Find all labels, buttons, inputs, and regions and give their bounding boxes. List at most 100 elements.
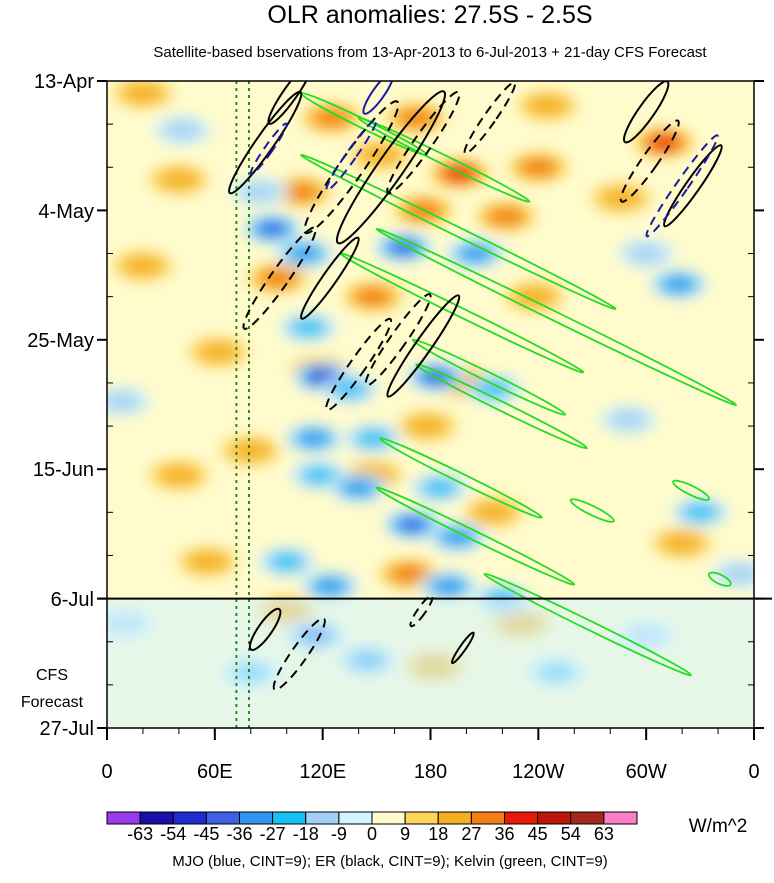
- colorbar-label: -36: [226, 824, 252, 844]
- anomaly-blob: [270, 552, 304, 571]
- x-axis: 0 60E 120E 180 120W 60W 0: [101, 761, 759, 783]
- anomaly-blob: [314, 109, 349, 127]
- er-contour: [300, 236, 360, 320]
- anomaly-blob: [197, 341, 240, 363]
- x-tick-label: 180: [414, 761, 447, 783]
- anomaly-blob: [158, 464, 200, 487]
- anomaly-blob: [461, 245, 490, 262]
- anomaly-blob: [259, 221, 286, 237]
- er-contour: [303, 100, 400, 235]
- colorbar-swatch: [570, 811, 605, 825]
- er-contour: [335, 90, 447, 245]
- colorbar-swatch: [338, 811, 373, 825]
- anomaly-blob: [422, 478, 457, 497]
- anomaly-blob: [299, 430, 329, 447]
- anomaly-blob: [472, 501, 515, 524]
- anomaly-blob: [390, 240, 417, 255]
- colorbar-label: -27: [260, 824, 286, 844]
- colorbar: -63 -54 -45 -36 -27 -18 -9 0 9 18 27 36 45 54 63: [106, 811, 638, 844]
- colorbar-swatch: [603, 811, 638, 825]
- anomaly-blob: [434, 578, 463, 595]
- anomaly-blob: [158, 168, 200, 191]
- kelvin-contour: [300, 153, 617, 310]
- anomaly-blob: [356, 287, 390, 306]
- anomaly-blob: [399, 109, 433, 127]
- anomaly-blob: [392, 565, 426, 583]
- colorbar-label: 36: [494, 824, 514, 844]
- colorbar-label: 18: [428, 824, 448, 844]
- contour-caption: MJO (blue, CINT=9); ER (black, CINT=9); …: [172, 853, 608, 870]
- anomaly-blob: [521, 158, 555, 177]
- kelvin-contour: [707, 571, 732, 587]
- er-contour: [450, 631, 475, 665]
- kelvin-contour: [569, 498, 615, 523]
- kelvin-contour: [357, 116, 531, 203]
- colorbar-label: 63: [594, 824, 614, 844]
- er-contour: [242, 226, 317, 330]
- anomaly-blob: [526, 94, 569, 117]
- anomaly-blob: [261, 269, 295, 288]
- colorbar-label: 45: [528, 824, 548, 844]
- x-tick-label: 60W: [626, 761, 667, 783]
- y-axis: 13-Apr 4-May 25-May 15-Jun 6-Jul 27-Jul …: [21, 71, 94, 740]
- colorbar-swatch: [272, 811, 307, 825]
- anomaly-blob: [406, 415, 448, 437]
- mjo-contour: [249, 122, 288, 176]
- er-contour: [386, 294, 461, 398]
- kelvin-contour: [375, 486, 576, 586]
- colorbar-swatch: [106, 811, 141, 825]
- anomaly-blob: [284, 183, 318, 201]
- kelvin-contour: [672, 479, 711, 501]
- reference-lines: [235, 81, 250, 728]
- colorbar-units: W/m^2: [689, 816, 748, 837]
- colorbar-label: -63: [127, 824, 153, 844]
- anomaly-blob: [489, 207, 523, 226]
- er-contour: [409, 594, 434, 628]
- kelvin-contour: [411, 338, 567, 416]
- y-tick-label: 6-Jul: [51, 589, 94, 611]
- colorbar-swatch: [504, 811, 539, 825]
- wave-contours: [228, 81, 737, 691]
- anomaly-blob: [399, 517, 426, 532]
- forecast-label: CFS: [36, 667, 68, 684]
- anomaly-blob: [122, 82, 164, 105]
- kelvin-contour: [379, 437, 543, 519]
- er-contour: [248, 607, 282, 651]
- y-tick-label: 4-May: [38, 201, 94, 223]
- forecast-region: [107, 598, 754, 728]
- colorbar-label: -9: [331, 824, 347, 844]
- y-tick-label: 15-Jun: [33, 459, 94, 481]
- anomaly-blob: [607, 409, 649, 431]
- y-tick-label: 13-Apr: [34, 71, 94, 93]
- anomaly-blob: [161, 119, 204, 142]
- colorbar-label: -45: [193, 824, 219, 844]
- anomaly-blob: [600, 187, 642, 209]
- y-tick-label: 25-May: [27, 330, 94, 352]
- anomaly-blob: [122, 255, 164, 277]
- colorbar-swatch: [139, 811, 174, 825]
- anomaly-blob: [664, 276, 693, 293]
- colorbar-label: -54: [160, 824, 186, 844]
- colorbar-label: 27: [461, 824, 481, 844]
- colorbar-swatch: [404, 811, 439, 825]
- chart-subtitle: Satellite-based bservations from 13-Apr-…: [153, 44, 707, 61]
- anomaly-blob: [302, 466, 336, 485]
- axis-ticks: [97, 80, 764, 740]
- anomaly-blob: [344, 479, 373, 496]
- anomaly-blob: [443, 529, 472, 545]
- y-tick-label: 27-Jul: [40, 718, 94, 740]
- er-contour: [364, 293, 432, 387]
- colorbar-swatch: [305, 811, 340, 825]
- kelvin-contour: [483, 572, 693, 677]
- anomaly-blob: [230, 439, 272, 462]
- anomaly-blob: [625, 242, 667, 265]
- anomaly-blob: [315, 578, 345, 595]
- x-tick-label: 0: [101, 761, 112, 783]
- colorbar-swatch: [239, 811, 274, 825]
- mjo-contour: [645, 134, 719, 238]
- x-tick-label: 120E: [299, 761, 346, 783]
- kelvin-contour: [415, 363, 588, 450]
- er-contour: [663, 144, 723, 228]
